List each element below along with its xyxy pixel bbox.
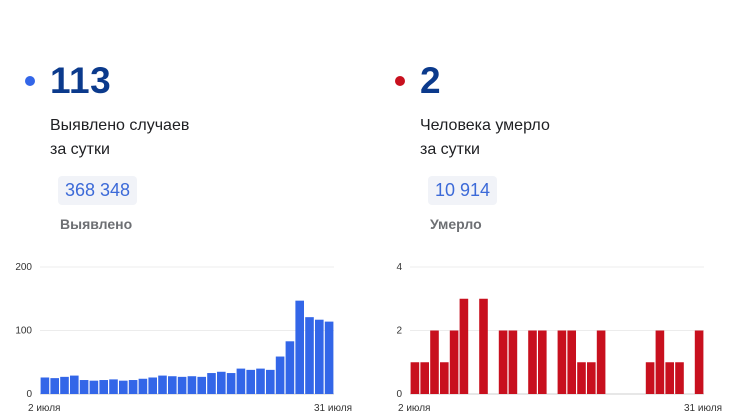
bar (217, 371, 226, 394)
y-tick-label: 4 (396, 262, 402, 273)
deaths-daily-value: 2 (420, 60, 442, 101)
bar (528, 330, 537, 394)
bar (60, 376, 69, 394)
bar (498, 330, 508, 394)
bar (187, 376, 197, 394)
bar (305, 317, 314, 394)
y-tick-label: 0 (396, 389, 402, 400)
deaths-total-badge: 10 914 (428, 176, 498, 205)
bar (675, 362, 684, 394)
bar (119, 380, 128, 394)
x-start-label: 2 июля (398, 403, 430, 414)
bar (587, 362, 596, 394)
bar (128, 380, 138, 394)
y-tick-label: 100 (15, 326, 32, 337)
cases-total-badge: 368 348 (58, 176, 138, 205)
deaths-caption-line2: за сутки (420, 141, 480, 158)
bar (148, 377, 157, 394)
cases-daily-value: 113 (50, 60, 112, 101)
bar (295, 300, 304, 394)
y-tick-label: 0 (26, 389, 32, 400)
bar (158, 375, 167, 394)
cases-caption: Выявлено случаев за сутки (50, 114, 189, 162)
bar (40, 377, 50, 394)
bar (89, 380, 99, 394)
bar (275, 356, 285, 394)
bar (645, 362, 655, 394)
bar (324, 321, 334, 394)
bar (538, 330, 547, 394)
y-tick-label: 2 (396, 326, 402, 337)
bar (557, 330, 567, 394)
bar (50, 378, 59, 394)
deaths-bar-chart: 4 2 0 2 июля 31 июля (396, 262, 722, 414)
bar (479, 298, 488, 394)
x-end-label: 31 июля (314, 403, 352, 414)
bar (665, 362, 674, 394)
cases-caption-line2: за сутки (50, 141, 110, 158)
bar (236, 368, 246, 394)
bar (577, 362, 586, 394)
cases-caption-line1: Выявлено случаев (50, 117, 190, 134)
bar (285, 341, 295, 394)
bar (449, 330, 459, 394)
bar (246, 369, 255, 394)
bar (420, 362, 429, 394)
bar (596, 330, 606, 394)
bar (567, 330, 576, 394)
deaths-panel: 2 Человека умерло за сутки 10 914 Умерло… (370, 0, 730, 420)
x-end-label: 31 июля (684, 403, 722, 414)
bar (197, 376, 206, 394)
bar (266, 369, 275, 394)
bar (70, 375, 79, 394)
cases-bar-chart: 200 100 0 2 июля 31 июля (15, 262, 352, 414)
bar (655, 330, 665, 394)
deaths-dot-icon (395, 76, 405, 86)
cases-panel: 113 Выявлено случаев за сутки 368 348 Вы… (0, 0, 360, 420)
cases-dot-icon (25, 76, 35, 86)
bar (138, 378, 148, 394)
deaths-caption-line1: Человека умерло (420, 117, 550, 134)
bar (440, 362, 449, 394)
deaths-caption: Человека умерло за сутки (420, 114, 550, 162)
x-start-label: 2 июля (28, 403, 60, 414)
bar (168, 376, 177, 394)
bar (177, 376, 187, 394)
cases-total-label: Выявлено (60, 216, 133, 232)
bar (256, 368, 265, 394)
y-tick-label: 200 (15, 262, 32, 273)
bar (694, 330, 704, 394)
bar (226, 373, 236, 394)
bar (430, 330, 439, 394)
bar (459, 298, 469, 394)
bar (99, 380, 108, 394)
bar (315, 319, 324, 394)
deaths-total-label: Умерло (430, 216, 482, 232)
bar (109, 379, 118, 394)
bar (410, 362, 420, 394)
bar (79, 380, 89, 394)
bar (207, 373, 216, 394)
bar (508, 330, 518, 394)
